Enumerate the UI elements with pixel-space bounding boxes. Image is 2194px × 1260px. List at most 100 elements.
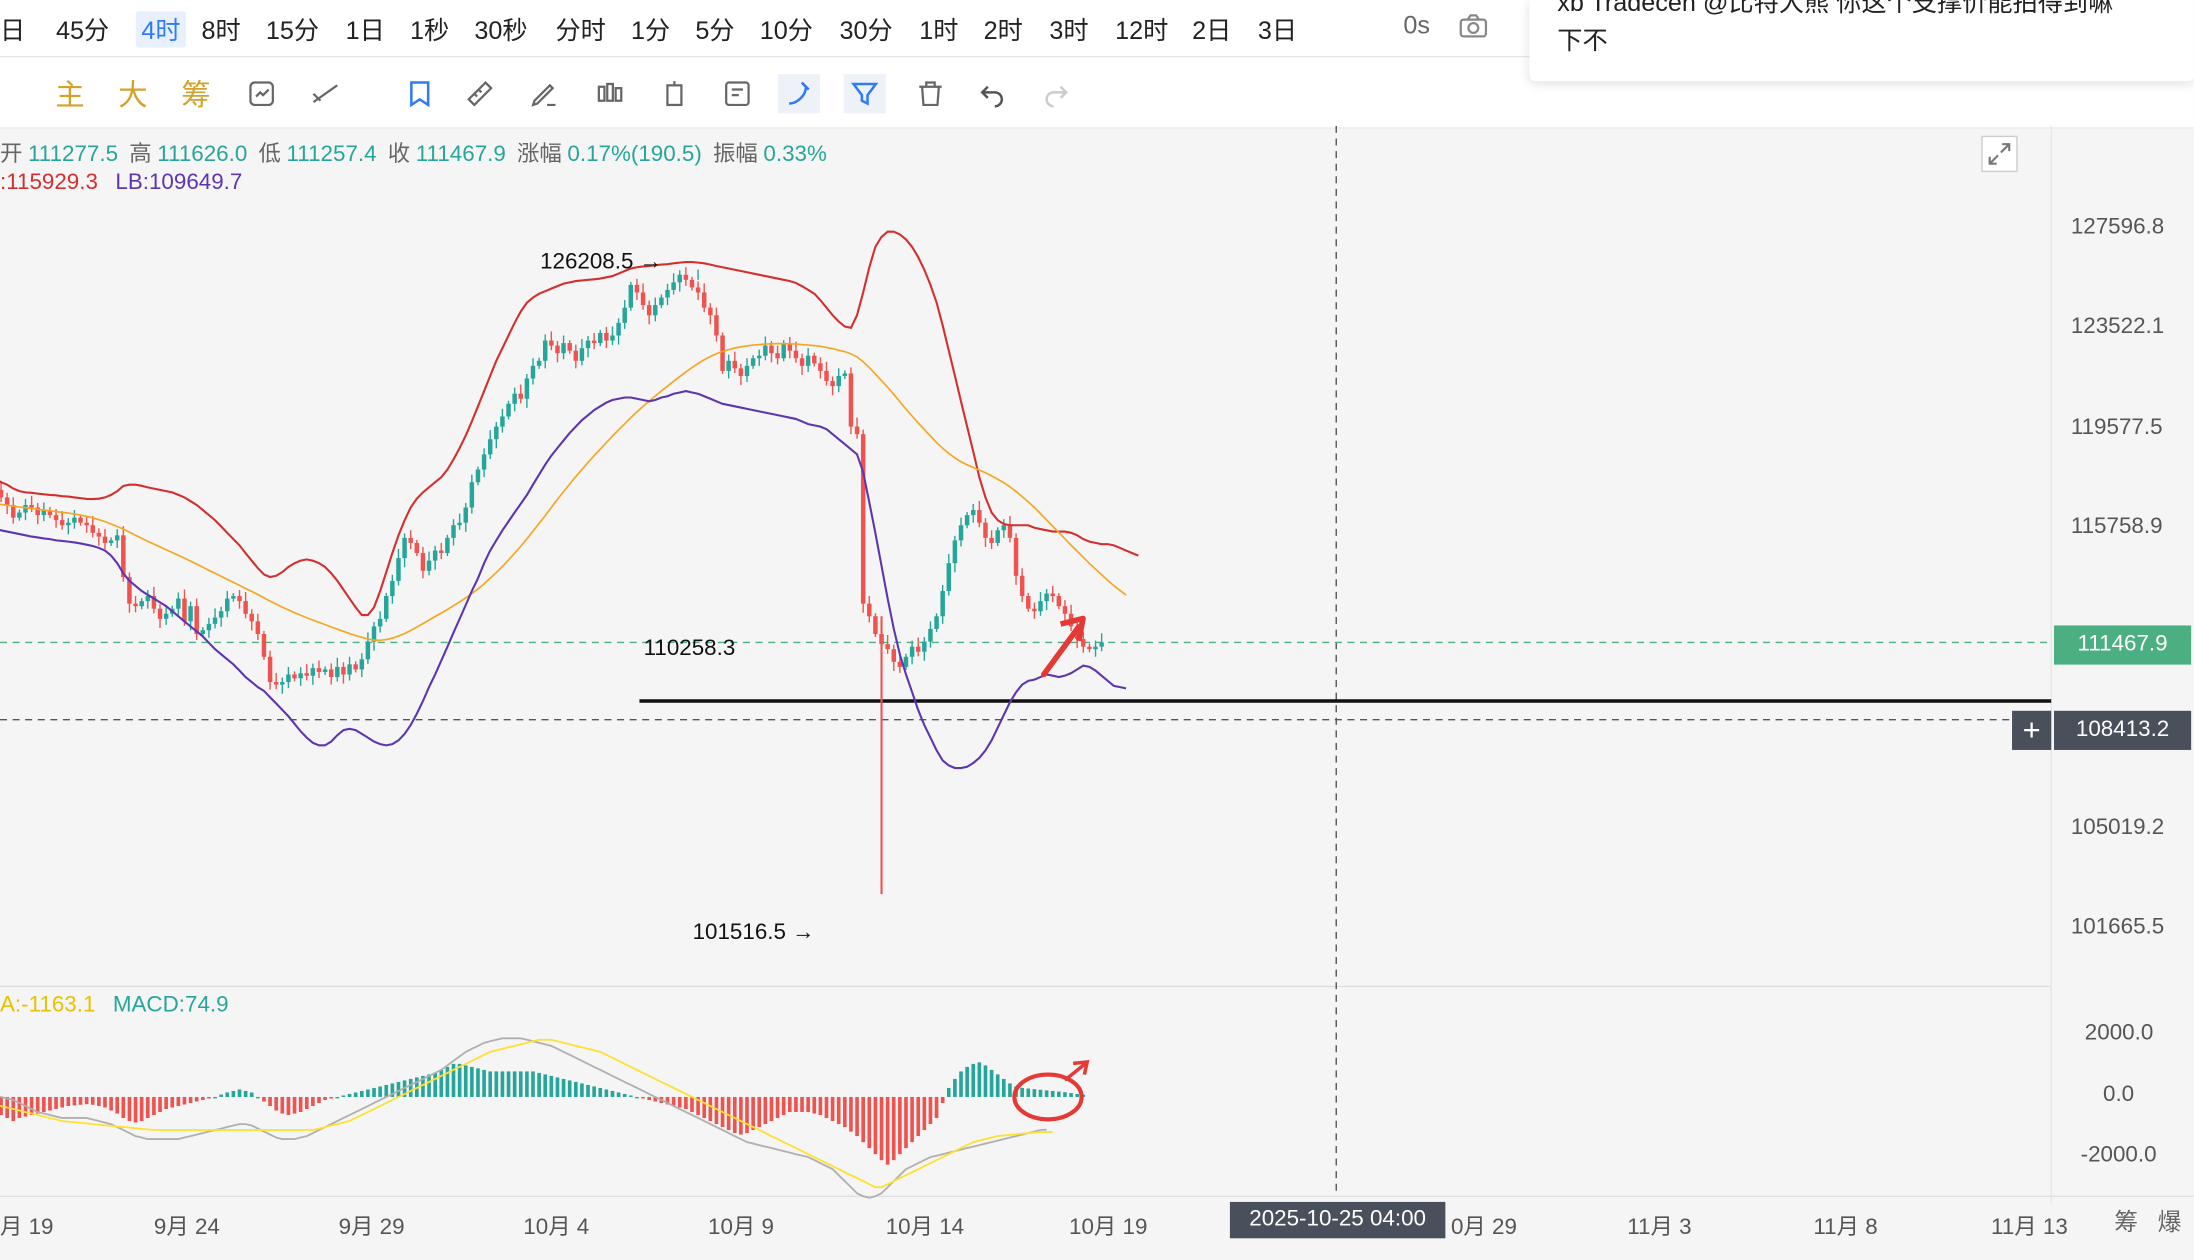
timeframe-15[interactable]: 3时 [1049,16,1089,45]
macd-bar [861,1096,865,1143]
timeframe-16[interactable]: 12时 [1115,16,1169,45]
timeframe-4[interactable]: 15分 [265,16,320,45]
timeframe-10[interactable]: 5分 [695,16,735,45]
macd-bar [592,1086,596,1097]
ohlc-value: 0.17%(190.5) [567,142,702,167]
candle-body [151,596,157,609]
macd-bar [298,1096,303,1113]
macd-bar [457,1063,462,1097]
ruler-icon[interactable] [459,74,501,113]
timeframe-12[interactable]: 30分 [839,16,893,45]
macd-bar [959,1071,963,1097]
macd-bar [677,1096,682,1108]
macd-bar [1075,1093,1080,1097]
candle-body [341,666,346,675]
big-indicator-button[interactable]: 大 [118,79,148,112]
price-tick: 105019.2 [2070,815,2165,840]
macd-bar [824,1096,829,1119]
macd-bar [983,1065,988,1097]
candle-body [127,577,132,604]
magnet-icon[interactable] [777,74,820,114]
note-icon[interactable] [716,74,758,113]
date-tick: 月 19 [0,1215,54,1240]
timeframe-0[interactable]: 日 [0,16,26,45]
macd-bar [231,1090,236,1097]
candle-body [897,661,903,667]
timeframe-13[interactable]: 1时 [919,16,959,45]
price-chart[interactable]: 126208.5 → 101516.5 → 110258.3 [0,125,2194,1204]
candle-body [616,322,621,336]
macd-bar [29,1096,34,1116]
candle-body [500,416,505,427]
timeframe-9[interactable]: 1分 [631,16,671,45]
timeframe-7[interactable]: 30秒 [474,16,528,45]
fullscreen-icon[interactable] [1981,135,2018,173]
timeframe-14[interactable]: 2时 [983,16,1023,45]
bookmark-icon[interactable] [399,74,441,113]
candle-body [915,646,921,652]
macd-bar [775,1096,780,1119]
timeframe-1[interactable]: 45分 [55,16,110,45]
candle-body [720,335,725,371]
macd-bar [610,1090,615,1097]
timeframe-11[interactable]: 10分 [759,16,813,45]
candle-body [958,525,964,541]
candle-body [121,535,126,578]
candle-body [787,343,793,351]
macd-bar [702,1096,707,1119]
filter-icon[interactable] [843,74,886,114]
macd-bar [573,1081,578,1097]
candle-body [188,606,193,622]
macd-bar [390,1083,395,1097]
macd-bar [1050,1090,1055,1097]
notification-popup[interactable]: xb Tradecen @比特大熊 你这个支撑价能拍得到嘛 下不 [1529,0,2194,82]
chip-indicator-button[interactable]: 筹 [181,79,211,112]
macd-bar [280,1096,285,1114]
macd-bar [158,1096,162,1113]
line-tool-icon[interactable] [305,74,347,113]
macd-bar [366,1089,370,1097]
candle-body [971,510,976,516]
pen-icon[interactable] [523,74,565,113]
timeframe-8[interactable]: 分时 [555,16,606,45]
camera-icon[interactable] [1452,7,1494,46]
macd-legend: A:-1163.1 MACD:74.9 [0,993,229,1018]
crosshair-price-tag: 108413.2 [2054,710,2192,750]
macd-bar [891,1096,896,1161]
macd-bar [629,1095,633,1097]
ohlc-label: 高 [129,142,152,167]
candle-body [542,340,548,361]
macd-bar [971,1063,976,1097]
bar-icon[interactable] [653,74,695,113]
candles-icon[interactable] [589,74,631,113]
sync-icon[interactable] [241,74,283,113]
macd-bar [543,1074,548,1097]
macd-bar [194,1096,199,1102]
timeframe-18[interactable]: 3日 [1257,16,1298,45]
timeframe-6[interactable]: 1秒 [409,16,450,45]
timeframe-3[interactable]: 8时 [201,16,241,45]
macd-bar [879,1096,884,1161]
timeframe-17[interactable]: 2日 [1192,16,1232,45]
add-alert-icon[interactable]: + [2012,710,2052,750]
candle-body [255,621,261,634]
candle-body [322,669,328,672]
chip-toggle[interactable]: 筹 [2114,1208,2138,1236]
timeframe-5[interactable]: 1日 [345,16,385,45]
timeframe-2[interactable]: 4时 [135,11,187,48]
candle-body [53,515,59,521]
macd-bar [323,1096,327,1100]
macd-bar [500,1071,505,1097]
trash-icon[interactable] [909,74,951,113]
candle-body [506,403,511,417]
main-indicator-button[interactable]: 主 [55,79,85,112]
macd-bar [494,1071,499,1097]
candle-body [836,375,841,387]
macd-bar [836,1096,841,1125]
burst-toggle[interactable]: 爆 [2157,1208,2182,1236]
macd-bar [42,1096,46,1113]
undo-icon[interactable] [971,74,1013,113]
candle-body [316,668,322,672]
redo-icon[interactable] [1035,74,1077,113]
macd-bar [433,1072,437,1097]
